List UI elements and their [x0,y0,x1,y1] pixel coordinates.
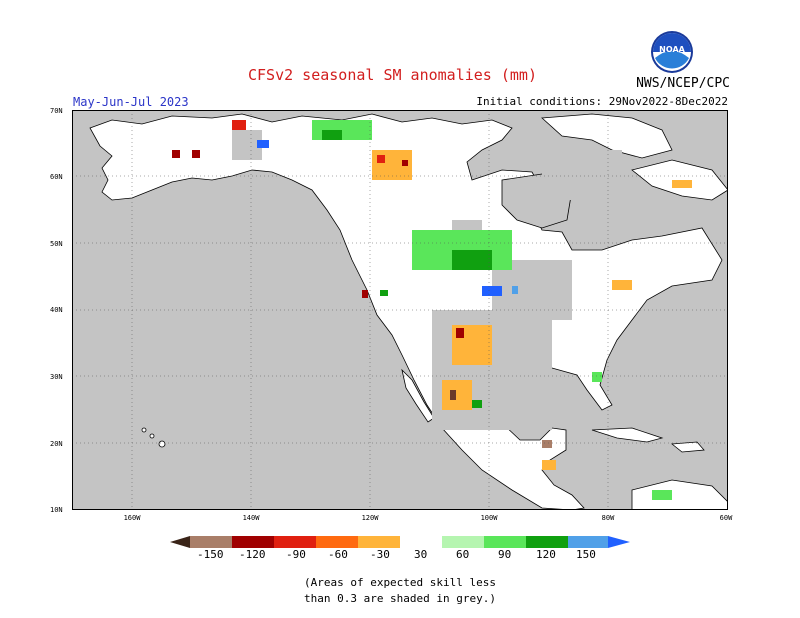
low-skill-shading [232,130,622,430]
lon-label-80w: 80W [601,514,615,522]
legend-label: -120 [239,548,266,561]
legend-swatch [190,536,232,548]
legend-swatch [316,536,358,548]
legend-label: 30 [414,548,428,561]
legend-swatch [484,536,526,548]
initial-conditions-label: Initial conditions: 29Nov2022-8Dec2022 [476,95,728,108]
lon-label-120w: 120W [361,514,379,522]
skill-note-line1: (Areas of expected skill less [303,576,497,589]
lat-label-10n: 10N [50,506,63,514]
anomaly-pixels [172,120,692,500]
legend-swatch [274,536,316,548]
svg-text:NOAA: NOAA [659,45,685,54]
legend-label: 60 [456,548,470,561]
skill-note-line2: than 0.3 are shaded in grey.) [303,592,497,605]
color-legend [170,534,630,553]
lon-label-160w: 160W [123,514,141,522]
legend-arrow-low [170,536,190,548]
legend-label: 120 [536,548,556,561]
season-label: May-Jun-Jul 2023 [73,95,189,109]
legend-label: 150 [576,548,596,561]
organization-label: NWS/NCEP/CPC [636,76,730,91]
lat-label-70n: 70N [50,107,63,115]
anomaly-map [72,110,728,510]
lon-label-100w: 100W [480,514,498,522]
legend-arrow-high [608,536,630,548]
lat-label-50n: 50N [50,240,63,248]
lat-label-60n: 60N [50,173,63,181]
legend-swatch [568,536,608,548]
legend-label: -30 [370,548,390,561]
legend-label: -150 [197,548,224,561]
lon-label-140w: 140W [242,514,260,522]
lat-label-20n: 20N [50,440,63,448]
legend-swatch [358,536,400,548]
legend-label: -60 [328,548,348,561]
legend-label: 90 [498,548,512,561]
skill-note: (Areas of expected skill less than 0.3 a… [0,575,800,607]
graticule [72,110,728,510]
lat-label-30n: 30N [50,373,63,381]
legend-label: -90 [286,548,306,561]
legend-swatch [400,536,442,548]
noaa-logo: NOAA [650,30,694,74]
lon-label-60w: 60W [719,514,733,522]
legend-swatch [526,536,568,548]
legend-swatch [442,536,484,548]
lat-label-40n: 40N [50,306,63,314]
map-frame [72,110,728,510]
legend-swatch [232,536,274,548]
